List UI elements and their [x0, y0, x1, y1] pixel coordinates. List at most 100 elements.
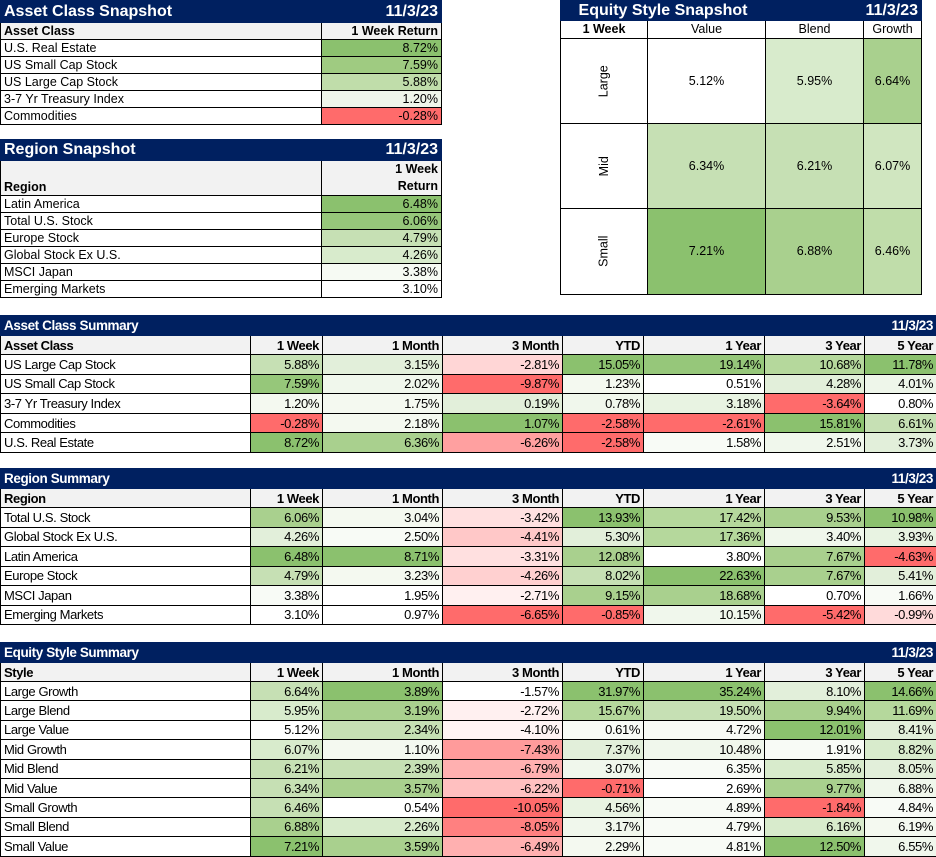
- column-header: Asset Class: [1, 336, 251, 355]
- return-cell: 4.79%: [644, 817, 765, 836]
- row-label: Latin America: [1, 547, 251, 567]
- return-cell: 2.18%: [323, 413, 443, 433]
- return-cell: 0.61%: [563, 720, 644, 739]
- return-cell: -4.26%: [443, 566, 563, 586]
- table-date: 11/3/23: [865, 643, 936, 663]
- column-header: Style: [1, 663, 251, 682]
- return-cell: 5.85%: [765, 759, 865, 778]
- table-row: Commodities-0.28%: [1, 108, 442, 125]
- row-label: US Small Cap Stock: [1, 57, 322, 74]
- row-label: Europe Stock: [1, 566, 251, 586]
- return-cell: 6.21%: [766, 124, 864, 209]
- return-cell: 6.07%: [251, 740, 323, 759]
- return-cell: 1.20%: [251, 394, 323, 414]
- column-header: 5 Year: [865, 663, 936, 682]
- return-cell: 0.51%: [644, 374, 765, 394]
- return-cell: 11.69%: [865, 701, 936, 720]
- return-cell: -4.10%: [443, 720, 563, 739]
- return-cell: -2.71%: [443, 586, 563, 606]
- column-header: Region: [1, 161, 322, 196]
- return-cell: 8.10%: [765, 682, 865, 701]
- return-cell: 3.07%: [563, 759, 644, 778]
- return-cell: 17.42%: [644, 508, 765, 528]
- column-header: Blend: [766, 21, 864, 39]
- return-cell: 4.79%: [251, 566, 323, 586]
- table-title: Asset Class Summary: [1, 316, 865, 336]
- return-cell: 5.41%: [865, 566, 936, 586]
- return-cell: 3.17%: [563, 817, 644, 836]
- return-cell: 5.88%: [251, 355, 323, 375]
- column-header: Asset Class: [1, 23, 322, 40]
- return-cell: -2.61%: [644, 413, 765, 433]
- return-cell: 15.05%: [563, 355, 644, 375]
- return-cell: 1.07%: [443, 413, 563, 433]
- return-cell: -3.31%: [443, 547, 563, 567]
- return-value: 1.20%: [322, 91, 442, 108]
- row-label: US Large Cap Stock: [1, 74, 322, 91]
- column-header: 3 Month: [443, 663, 563, 682]
- return-cell: 3.10%: [251, 605, 323, 625]
- return-cell: 6.88%: [766, 209, 864, 295]
- return-cell: 4.89%: [644, 798, 765, 817]
- row-label: Large Value: [1, 720, 251, 739]
- column-header: YTD: [563, 663, 644, 682]
- column-header: 3 Year: [765, 663, 865, 682]
- return-cell: 5.12%: [648, 39, 766, 124]
- row-label: Small: [561, 209, 648, 295]
- return-cell: -6.49%: [443, 837, 563, 856]
- return-cell: 19.50%: [644, 701, 765, 720]
- column-header: 1 Year: [644, 663, 765, 682]
- return-cell: 2.50%: [323, 527, 443, 547]
- return-cell: 3.89%: [323, 682, 443, 701]
- table-date: 11/3/23: [766, 1, 922, 21]
- return-cell: 3.38%: [251, 586, 323, 606]
- return-cell: 7.21%: [251, 837, 323, 856]
- column-header: 1 Year: [644, 336, 765, 355]
- return-cell: 3.59%: [323, 837, 443, 856]
- return-cell: 3.23%: [323, 566, 443, 586]
- column-header: 1 Week: [251, 489, 323, 508]
- row-label: 3-7 Yr Treasury Index: [1, 91, 322, 108]
- row-label: US Large Cap Stock: [1, 355, 251, 375]
- return-cell: 35.24%: [644, 682, 765, 701]
- return-cell: 4.84%: [865, 798, 936, 817]
- return-cell: 8.05%: [865, 759, 936, 778]
- return-cell: 4.26%: [251, 527, 323, 547]
- return-cell: 8.82%: [865, 740, 936, 759]
- row-label: Small Value: [1, 837, 251, 856]
- table-date: 11/3/23: [865, 316, 936, 336]
- row-label: Mid Growth: [1, 740, 251, 759]
- return-cell: 7.37%: [563, 740, 644, 759]
- return-cell: 10.68%: [765, 355, 865, 375]
- return-cell: 3.40%: [765, 527, 865, 547]
- row-label: Total U.S. Stock: [1, 508, 251, 528]
- return-cell: 6.46%: [864, 209, 922, 295]
- return-cell: -6.22%: [443, 778, 563, 797]
- return-cell: 13.93%: [563, 508, 644, 528]
- return-cell: 0.97%: [323, 605, 443, 625]
- row-label: U.S. Real Estate: [1, 40, 322, 57]
- return-cell: -6.79%: [443, 759, 563, 778]
- return-value: 6.06%: [322, 213, 442, 230]
- row-label: Mid Blend: [1, 759, 251, 778]
- return-cell: 9.15%: [563, 586, 644, 606]
- column-header: 3 Month: [443, 336, 563, 355]
- return-cell: 9.77%: [765, 778, 865, 797]
- return-cell: 6.88%: [251, 817, 323, 836]
- table-row: Global Stock Ex U.S.4.26%2.50%-4.41%5.30…: [1, 527, 936, 547]
